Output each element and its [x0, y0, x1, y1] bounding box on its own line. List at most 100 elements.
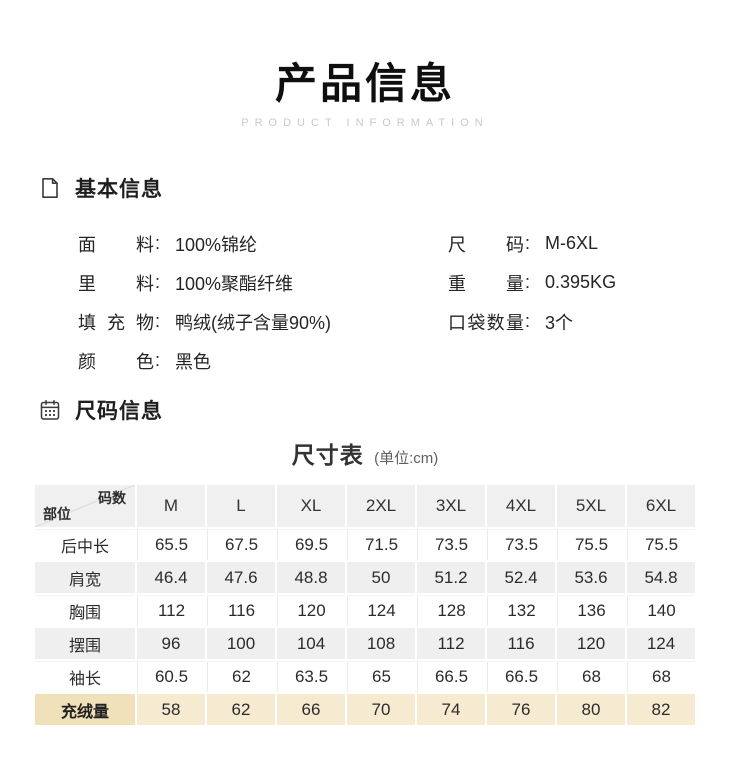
table-cell: 60.5	[137, 661, 205, 693]
document-icon	[38, 176, 62, 200]
info-label: 面料	[78, 234, 154, 255]
table-cell: 62	[207, 661, 275, 693]
table-cell: 66	[277, 694, 345, 726]
product-info-page: 产品信息 PRODUCT INFORMATION 基本信息 面料: 100%锦纶…	[0, 0, 730, 727]
corner-label-part: 部位	[43, 506, 71, 523]
info-row-pockets: 口袋数量: 3个	[448, 302, 728, 341]
table-cell: 53.6	[557, 562, 625, 594]
table-cell: 100	[207, 628, 275, 660]
info-row-fabric: 面料: 100%锦纶	[78, 224, 448, 263]
table-cell: 128	[417, 595, 485, 627]
table-cell: 54.8	[627, 562, 695, 594]
column-header: 2XL	[347, 485, 415, 528]
size-table-unit: (单位:cm)	[374, 450, 439, 468]
column-header: L	[207, 485, 275, 528]
info-label: 颜色	[78, 351, 154, 372]
info-label: 尺码	[448, 234, 524, 255]
basic-info-left-column: 面料: 100%锦纶 里料: 100%聚酯纤维 填充物: 鸭绒(绒子含量90%)…	[78, 224, 448, 380]
row-label: 肩宽	[35, 562, 135, 594]
table-cell: 132	[487, 595, 555, 627]
table-corner-cell: 码数 部位	[35, 485, 135, 528]
table-cell: 80	[557, 694, 625, 726]
colon: :	[155, 272, 161, 293]
table-cell: 68	[627, 661, 695, 693]
table-cell: 136	[557, 595, 625, 627]
column-header: 5XL	[557, 485, 625, 528]
size-table-header-row: 码数 部位 M L XL 2XL 3XL 4XL 5XL 6XL	[35, 485, 695, 528]
info-row-lining: 里料: 100%聚酯纤维	[78, 263, 448, 302]
size-table-title: 尺寸表 (单位:cm)	[0, 436, 730, 470]
colon: :	[525, 272, 531, 293]
colon: :	[155, 233, 161, 254]
basic-info-heading-label: 基本信息	[75, 178, 163, 202]
column-header: 6XL	[627, 485, 695, 528]
info-value: M-6XL	[545, 233, 599, 254]
info-row-color: 颜色: 黑色	[78, 341, 448, 380]
table-cell: 66.5	[417, 661, 485, 693]
basic-info-right-column: 尺码: M-6XL 重量: 0.395KG 口袋数量: 3个	[448, 224, 728, 380]
table-cell: 50	[347, 562, 415, 594]
table-row-hem: 摆围 96 100 104 108 112 116 120 124	[35, 628, 695, 660]
table-cell: 124	[347, 595, 415, 627]
table-cell: 58	[137, 694, 205, 726]
table-cell: 75.5	[557, 529, 625, 561]
table-cell: 74	[417, 694, 485, 726]
table-row-shoulder: 肩宽 46.4 47.6 48.8 50 51.2 52.4 53.6 54.8	[35, 562, 695, 594]
info-label: 口袋数量	[448, 312, 524, 333]
table-cell: 116	[207, 595, 275, 627]
table-cell: 71.5	[347, 529, 415, 561]
table-row-chest: 胸围 112 116 120 124 128 132 136 140	[35, 595, 695, 627]
colon: :	[525, 233, 531, 254]
size-table-title-text: 尺寸表	[291, 442, 364, 469]
info-row-filling: 填充物: 鸭绒(绒子含量90%)	[78, 302, 448, 341]
table-row-down-fill: 充绒量 58 62 66 70 74 76 80 82	[35, 694, 695, 726]
table-cell: 120	[557, 628, 625, 660]
size-info-heading: 尺码信息	[38, 395, 730, 425]
table-cell: 104	[277, 628, 345, 660]
size-info-heading-label: 尺码信息	[75, 400, 163, 424]
info-value: 黑色	[175, 351, 212, 372]
size-table: 码数 部位 M L XL 2XL 3XL 4XL 5XL 6XL 后中长 65.…	[33, 483, 697, 727]
info-row-size: 尺码: M-6XL	[448, 224, 728, 263]
info-value: 100%锦纶	[175, 234, 258, 255]
table-cell: 52.4	[487, 562, 555, 594]
page-header: 产品信息 PRODUCT INFORMATION	[0, 0, 730, 129]
table-cell: 112	[137, 595, 205, 627]
table-cell: 108	[347, 628, 415, 660]
info-value: 鸭绒(绒子含量90%)	[175, 312, 332, 333]
table-cell: 67.5	[207, 529, 275, 561]
column-header: 4XL	[487, 485, 555, 528]
row-label: 后中长	[35, 529, 135, 561]
table-row-sleeve: 袖长 60.5 62 63.5 65 66.5 66.5 68 68	[35, 661, 695, 693]
table-cell: 65.5	[137, 529, 205, 561]
info-label: 重量	[448, 273, 524, 294]
table-row-back-length: 后中长 65.5 67.5 69.5 71.5 73.5 73.5 75.5 7…	[35, 529, 695, 561]
colon: :	[155, 311, 161, 332]
basic-info-heading: 基本信息	[38, 173, 730, 203]
table-cell: 140	[627, 595, 695, 627]
corner-label-size: 码数	[98, 490, 126, 507]
row-label: 袖长	[35, 661, 135, 693]
info-label: 填充物	[78, 312, 154, 333]
column-header: 3XL	[417, 485, 485, 528]
table-cell: 68	[557, 661, 625, 693]
table-cell: 116	[487, 628, 555, 660]
page-subtitle: PRODUCT INFORMATION	[241, 117, 489, 130]
table-cell: 82	[627, 694, 695, 726]
table-cell: 46.4	[137, 562, 205, 594]
table-cell: 73.5	[417, 529, 485, 561]
table-cell: 51.2	[417, 562, 485, 594]
table-cell: 73.5	[487, 529, 555, 561]
table-cell: 76	[487, 694, 555, 726]
table-cell: 48.8	[277, 562, 345, 594]
table-cell: 96	[137, 628, 205, 660]
table-cell: 66.5	[487, 661, 555, 693]
column-header: M	[137, 485, 205, 528]
table-cell: 62	[207, 694, 275, 726]
table-cell: 70	[347, 694, 415, 726]
info-label: 里料	[78, 273, 154, 294]
row-label: 胸围	[35, 595, 135, 627]
table-cell: 47.6	[207, 562, 275, 594]
column-header: XL	[277, 485, 345, 528]
colon: :	[155, 350, 161, 371]
